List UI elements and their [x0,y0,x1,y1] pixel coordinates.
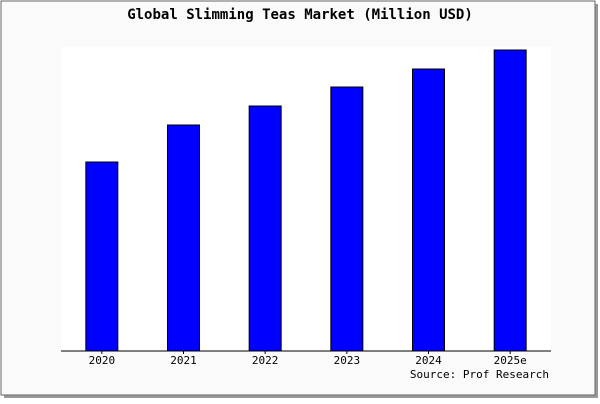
bar [493,49,527,352]
bar [248,105,282,352]
x-tick-label: 2023 [334,354,361,367]
bar [167,124,200,352]
x-tick-label: 2021 [170,354,197,367]
bar [85,161,119,352]
bar [330,86,364,352]
x-tick-label: 2020 [89,354,116,367]
x-tick-label: 2025e [494,354,527,367]
bar [412,68,445,352]
x-tick-label: 2022 [252,354,279,367]
source-note: Source: Prof Research [410,368,549,381]
plot-area [61,47,551,351]
chart-title: Global Slimming Teas Market (Million USD… [127,7,473,23]
x-tick-label: 2024 [415,354,442,367]
